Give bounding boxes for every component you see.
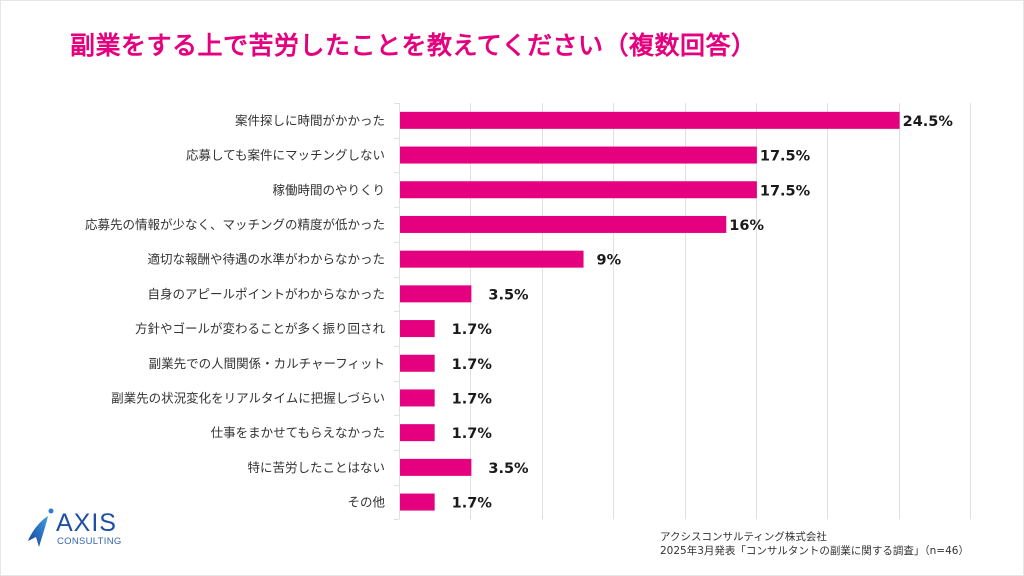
value-label: 9% [597, 253, 622, 269]
chart-title: 副業をする上で苦労したことを教えてください（複数回答） [70, 31, 757, 60]
category-label: 仕事をまかせてもらえなかった [211, 425, 385, 440]
bar [400, 320, 435, 338]
category-label: 適切な報酬や待遇の水準がわからなかった [147, 252, 385, 267]
value-label: 16% [729, 218, 764, 234]
category-label: 方針やゴールが変わることが多く振り回され [135, 321, 386, 336]
bar [400, 458, 472, 476]
bar [400, 146, 757, 164]
bar [400, 215, 727, 233]
value-label: 1.7% [452, 357, 493, 373]
bar [400, 354, 435, 372]
category-label: 自身のアピールポイントがわからなかった [147, 286, 385, 301]
value-label: 3.5% [488, 461, 529, 477]
category-label: 案件探しに時間がかかった [235, 113, 385, 128]
category-label: 特に苦労したことはない [247, 460, 385, 475]
bar [400, 493, 435, 511]
value-labels: 24.5% 17.5% 17.5% 16% 9% 3.5% 1.7% 1.7% 1.7% 1.7%… [452, 114, 954, 512]
category-label: 応募先の情報が少なく、マッチングの精度が低かった [85, 217, 385, 232]
value-label: 1.7% [452, 426, 493, 442]
bar [400, 111, 900, 129]
value-label: 1.7% [452, 322, 493, 338]
value-label: 1.7% [452, 391, 493, 407]
bar [400, 250, 584, 268]
bar [400, 389, 435, 407]
gridlines [394, 103, 971, 520]
bar [400, 424, 435, 442]
bars [400, 111, 900, 511]
bar [400, 181, 757, 199]
axis-consulting-logo: AXIS CONSULTING [26, 505, 146, 551]
category-label: 応募しても案件にマッチングしない [186, 148, 385, 163]
bar [400, 285, 472, 303]
category-labels: 案件探しに時間がかかった応募しても案件にマッチングしない稼働時間のやりくり応募先… [85, 113, 386, 510]
logo-subtitle: CONSULTING [57, 536, 122, 547]
category-label: 稼働時間のやりくり [272, 182, 385, 197]
source-company: アクシスコンサルティング株式会社 [660, 531, 827, 543]
logo-mark-icon [28, 508, 54, 547]
value-label: 17.5% [760, 149, 811, 165]
value-label: 17.5% [760, 183, 811, 199]
logo-name: AXIS [56, 509, 117, 537]
value-label: 3.5% [488, 287, 529, 303]
category-label: 副業先での人間関係・カルチャーフィット [149, 356, 385, 371]
value-label: 24.5% [903, 114, 954, 130]
source-survey: 2025年3月発表「コンサルタントの副業に関する調査」（n=46） [660, 545, 969, 557]
source-note: アクシスコンサルティング株式会社 2025年3月発表「コンサルタントの副業に関す… [660, 530, 969, 558]
value-label: 1.7% [452, 496, 493, 512]
category-label: その他 [347, 495, 385, 510]
category-label: 副業先の状況変化をリアルタイムに把握しづらい [111, 390, 385, 405]
